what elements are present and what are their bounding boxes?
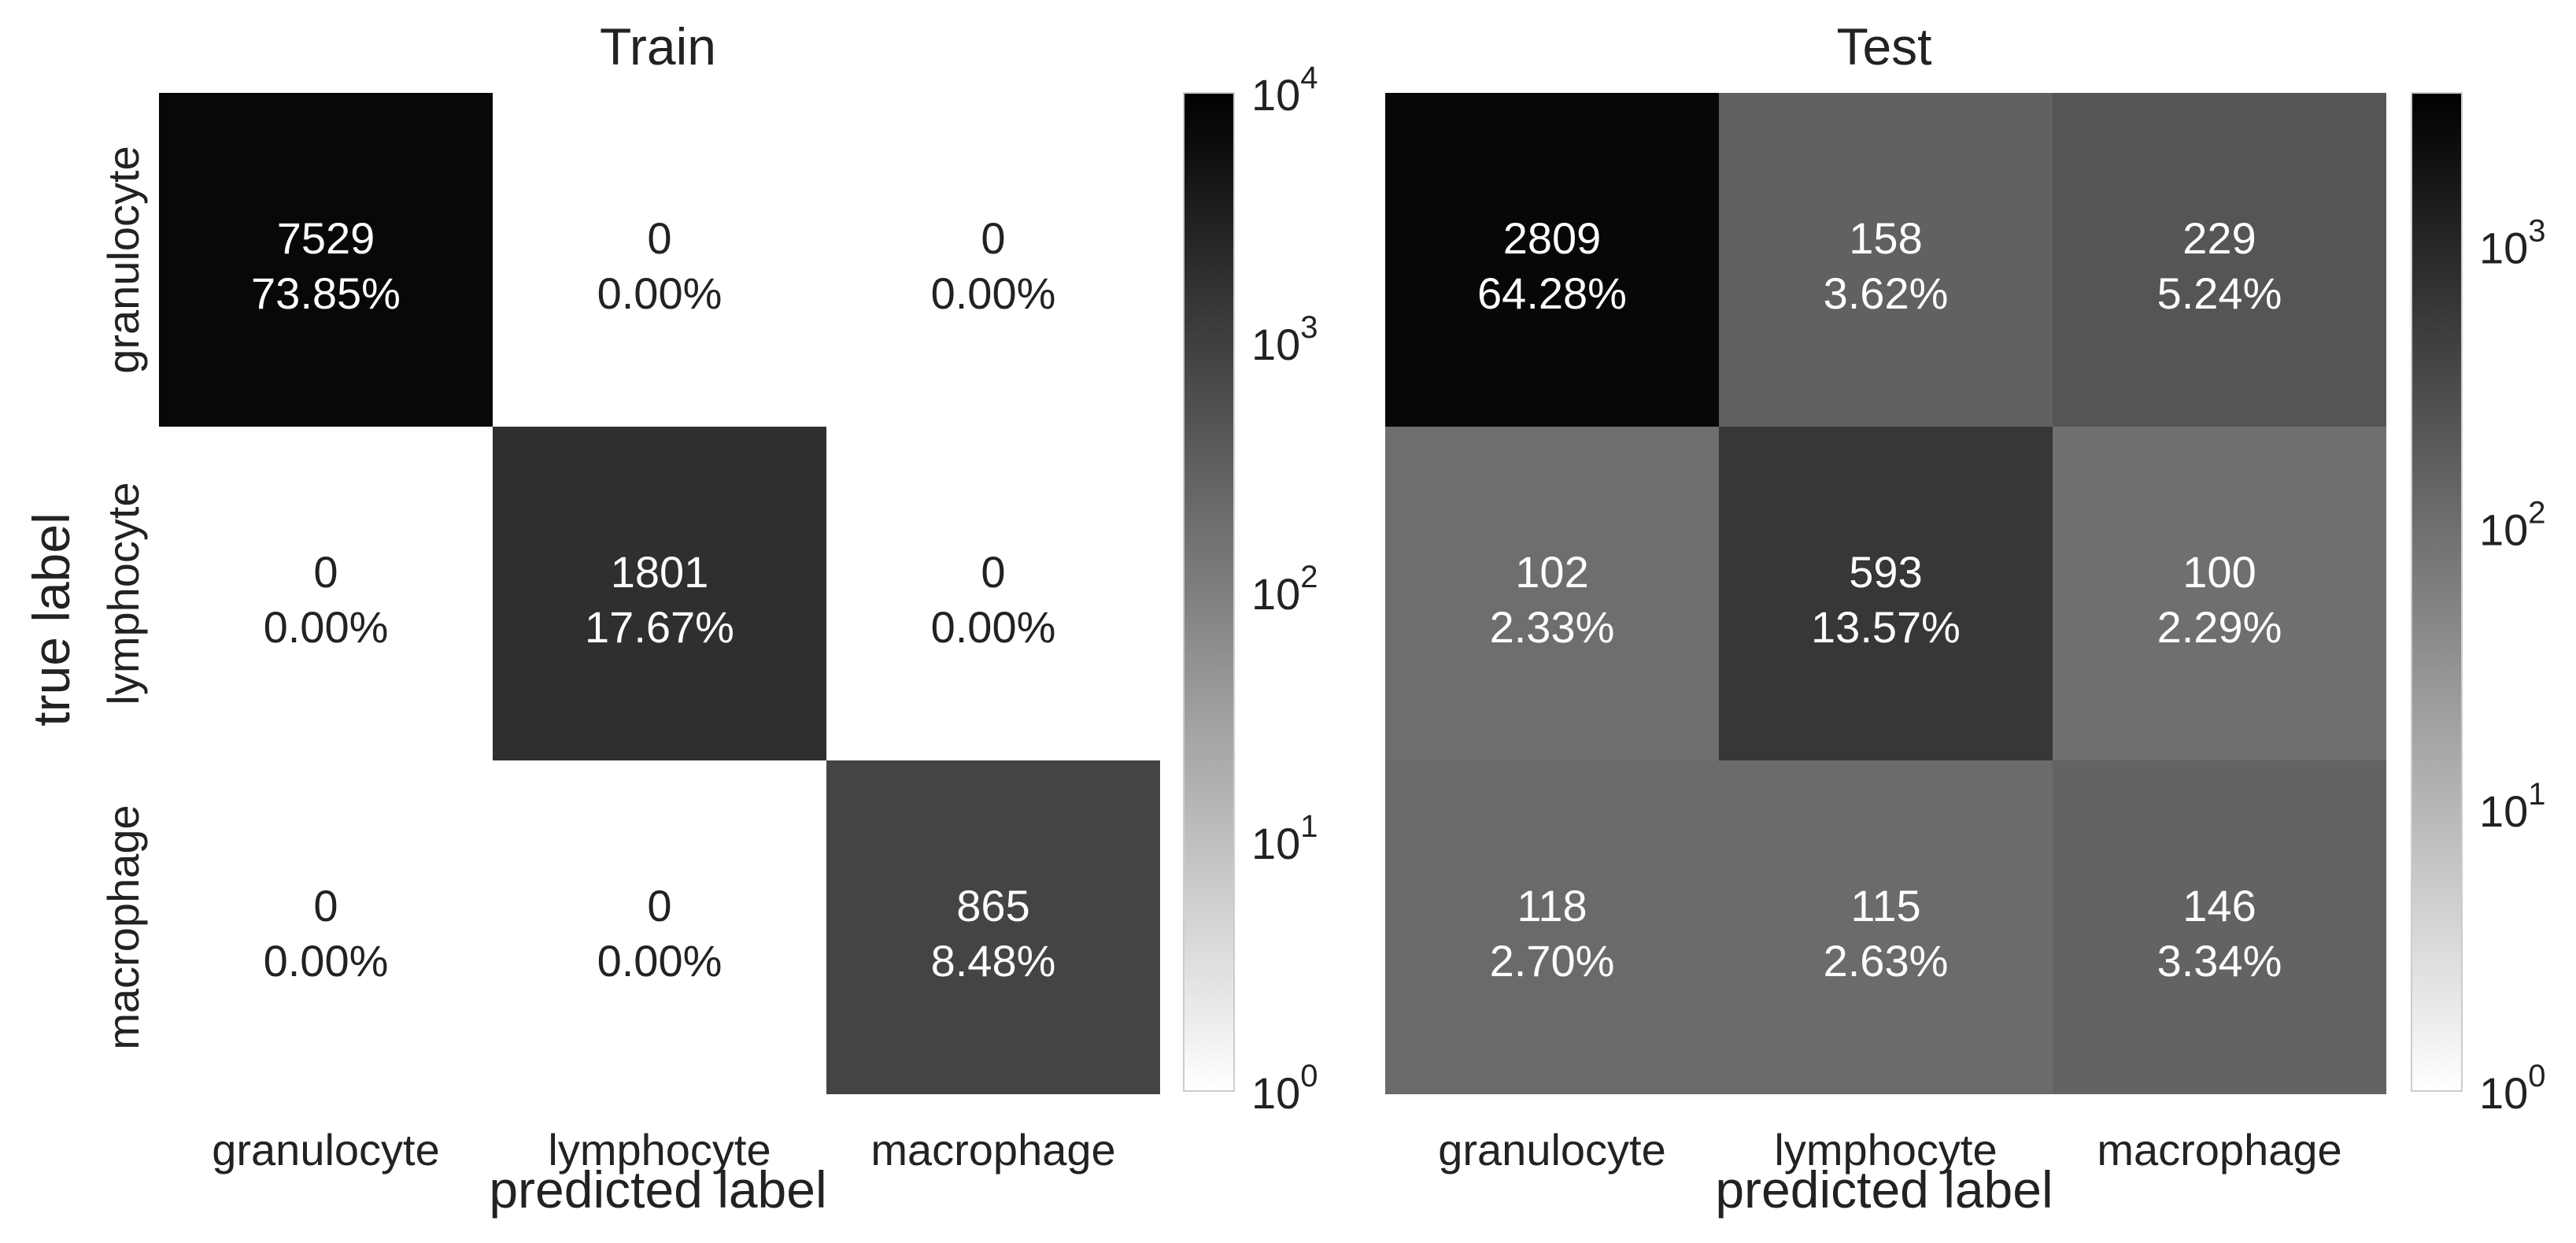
test-cell-count-r2-c2: 146 [2182,881,2256,930]
train-cell-count-r1-c1: 1801 [611,547,709,597]
train-y-tick-lymphocyte: lymphocyte [98,482,148,705]
test-cell-percent-r1-c1: 13.57% [1811,602,1961,652]
train-cell-r2-c1 [493,760,826,1094]
test-cell-r1-c1 [1719,427,2053,760]
test-xlabel: predicted label [1715,1160,2053,1219]
train-cell-r2-c0 [159,760,493,1094]
train-ylabel: true label [22,512,80,727]
train-cell-count-r0-c1: 0 [647,213,671,263]
train-cell-percent-r0-c0: 73.85% [251,268,401,318]
test-cell-r0-c1 [1719,93,2053,427]
train-cell-percent-r0-c1: 0.00% [597,268,723,318]
test-colorbar-tick-1: 101 [2479,777,2546,836]
train-x-tick-lymphocyte: lymphocyte [548,1125,771,1175]
train-cell-percent-r1-c2: 0.00% [931,602,1056,652]
test-cell-percent-r2-c2: 3.34% [2157,936,2282,986]
train-cell-r1-c1 [493,427,826,760]
train-cell-count-r1-c0: 0 [313,547,338,597]
test-colorbar-tick-0: 100 [2479,1059,2546,1118]
train-colorbar-gradient [1183,92,1235,1092]
test-panel: Test 280964.28%1583.62%2295.24%1022.33%5… [1385,17,2546,1219]
train-cell-r0-c1 [493,93,826,427]
train-cell-percent-r2-c0: 0.00% [264,936,389,986]
train-cell-r0-c2 [826,93,1160,427]
train-cell-percent-r2-c1: 0.00% [597,936,723,986]
train-colorbar-tick-2: 102 [1251,560,1318,619]
train-colorbar: 100 101 102 103 104 [1183,61,1318,1118]
train-cell-r1-c2 [826,427,1160,760]
train-heatmap: 752973.85%00.00%00.00%00.00%180117.67%00… [159,93,1160,1094]
test-cell-r2-c2 [2053,760,2386,1094]
test-cell-percent-r1-c0: 2.33% [1490,602,1615,652]
train-cell-r0-c0 [159,93,493,427]
test-cell-percent-r1-c2: 2.29% [2157,602,2282,652]
train-colorbar-tick-4: 104 [1251,61,1318,120]
test-cell-r0-c0 [1385,93,1719,427]
train-y-tick-labels: granulocyte lymphocyte macrophage [98,146,148,1049]
test-colorbar: 100 101 102 103 [2411,92,2546,1118]
test-cell-percent-r2-c0: 2.70% [1490,936,1615,986]
train-cell-count-r0-c0: 7529 [277,213,375,263]
test-cell-r1-c2 [2053,427,2386,760]
test-cell-count-r0-c2: 229 [2182,213,2256,263]
train-colorbar-tick-0: 100 [1251,1059,1318,1118]
test-x-tick-macrophage: macrophage [2097,1125,2341,1175]
test-cell-count-r1-c1: 593 [1849,547,1922,597]
test-colorbar-tick-3: 103 [2479,214,2546,273]
test-cell-r1-c0 [1385,427,1719,760]
train-cell-count-r1-c2: 0 [981,547,1005,597]
test-cell-percent-r0-c1: 3.62% [1824,268,1949,318]
train-cell-count-r0-c2: 0 [981,213,1005,263]
train-cell-percent-r1-c1: 17.67% [585,602,734,652]
train-cell-count-r2-c0: 0 [313,881,338,930]
test-x-tick-granulocyte: granulocyte [1438,1125,1666,1175]
test-cell-r0-c2 [2053,93,2386,427]
test-cell-count-r0-c1: 158 [1849,213,1922,263]
train-cell-count-r2-c1: 0 [647,881,671,930]
test-colorbar-tick-2: 102 [2479,495,2546,554]
train-cell-count-r2-c2: 865 [956,881,1029,930]
test-cell-count-r0-c0: 2809 [1503,213,1602,263]
train-panel: Train 752973.85%00.00%00.00%00.00%180117… [22,17,1318,1219]
test-x-tick-lymphocyte: lymphocyte [1774,1125,1997,1175]
test-cell-count-r1-c0: 102 [1515,547,1588,597]
train-xlabel: predicted label [489,1160,826,1219]
train-title: Train [600,17,716,76]
train-colorbar-tick-1: 101 [1251,809,1318,868]
train-cell-r2-c2 [826,760,1160,1094]
test-cell-r2-c1 [1719,760,2053,1094]
test-cell-percent-r0-c0: 64.28% [1477,268,1627,318]
test-colorbar-gradient [2411,92,2463,1092]
test-cell-percent-r2-c1: 2.63% [1824,936,1949,986]
test-cell-count-r1-c2: 100 [2182,547,2256,597]
train-cell-r1-c0 [159,427,493,760]
train-cell-percent-r0-c2: 0.00% [931,268,1056,318]
train-x-tick-labels: granulocyte lymphocyte macrophage [212,1125,1115,1175]
test-title: Test [1836,17,1931,76]
train-x-tick-granulocyte: granulocyte [212,1125,440,1175]
test-cell-count-r2-c0: 118 [1517,881,1587,930]
test-cell-r2-c0 [1385,760,1719,1094]
train-cell-percent-r2-c2: 8.48% [931,936,1056,986]
train-y-tick-macrophage: macrophage [98,805,148,1049]
test-cell-percent-r0-c2: 5.24% [2157,268,2282,318]
train-y-tick-granulocyte: granulocyte [98,146,148,374]
train-cell-percent-r1-c0: 0.00% [264,602,389,652]
train-x-tick-macrophage: macrophage [870,1125,1115,1175]
test-cell-count-r2-c1: 115 [1850,881,1920,930]
test-x-tick-labels: granulocyte lymphocyte macrophage [1438,1125,2341,1175]
train-colorbar-tick-3: 103 [1251,310,1318,369]
